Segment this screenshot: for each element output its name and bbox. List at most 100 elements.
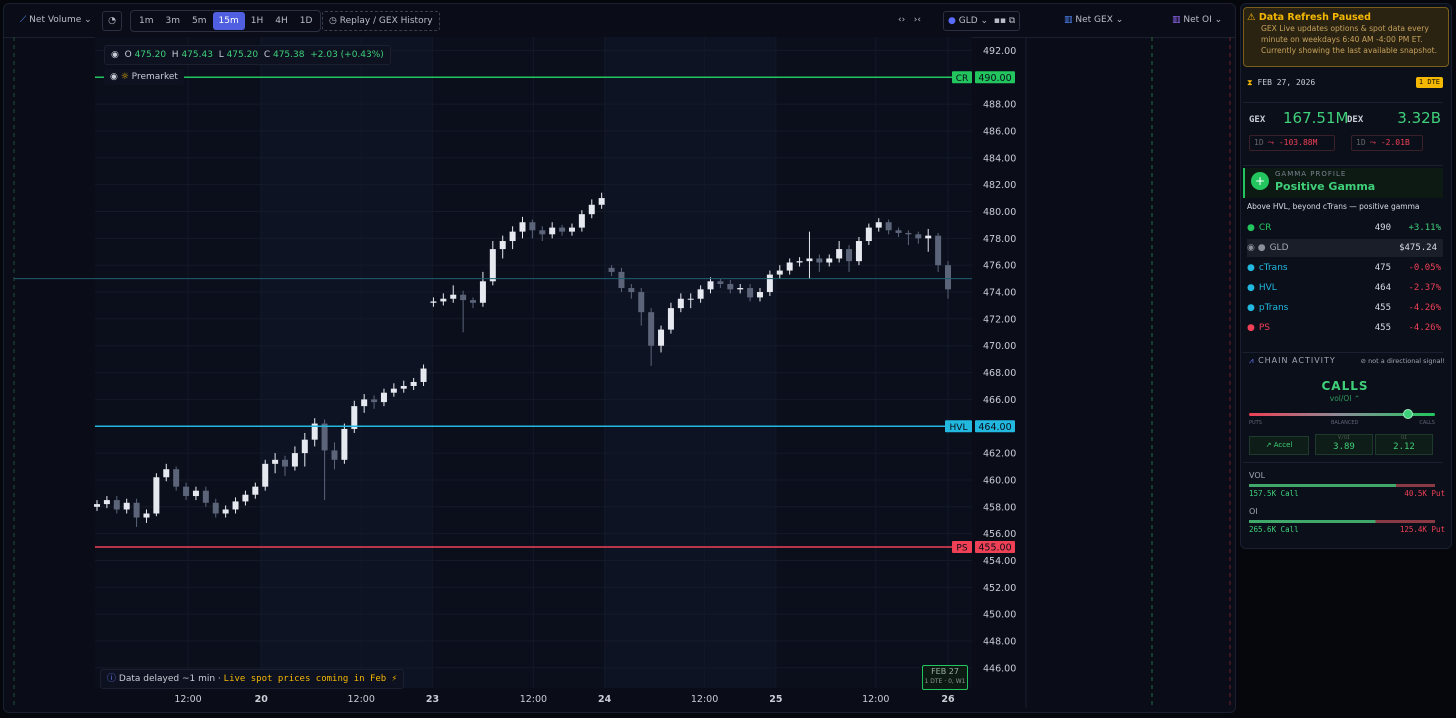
- row-change: -0.05%: [1408, 263, 1441, 273]
- chain-note-text: not a directional signal!: [1368, 357, 1445, 365]
- candle-body: [331, 450, 338, 460]
- candle-body: [173, 469, 180, 487]
- level-name: PS: [956, 544, 967, 554]
- date: FEB 27, 2026: [1257, 78, 1316, 87]
- candle-body: [846, 249, 853, 262]
- candle-body: [430, 301, 437, 303]
- candle-body: [568, 227, 575, 232]
- candle-body: [935, 235, 942, 266]
- x-tick-label: 12:00: [348, 694, 375, 705]
- candle-body: [925, 235, 932, 239]
- replay-button[interactable]: ◷ Replay / GEX History: [322, 11, 440, 31]
- y-tick-label: 466.00: [983, 395, 1016, 406]
- y-tick-label: 482.00: [983, 180, 1016, 191]
- indicator-select[interactable]: ⟋ Net Volume ⌄: [20, 15, 92, 25]
- candle-body: [885, 222, 892, 231]
- close-value: 475.38: [272, 50, 305, 60]
- candle-body: [479, 281, 486, 303]
- candle-body: [420, 368, 427, 382]
- nav-button[interactable]: ‹› ›‹: [898, 15, 921, 25]
- chain-note: ⊘ not a directional signal!: [1360, 357, 1445, 365]
- candle-body: [371, 399, 378, 403]
- x-tick-label: 26: [941, 694, 955, 705]
- timeframe-button[interactable]: 4H: [275, 16, 288, 26]
- candle-body: [578, 214, 585, 228]
- row-strike: 455: [1374, 323, 1391, 333]
- timeframe-button[interactable]: 15m: [212, 12, 245, 30]
- scale-mid: BALANCED: [1331, 420, 1359, 426]
- timeframe-button[interactable]: 5m: [192, 16, 207, 26]
- oi-bar: [1249, 520, 1435, 523]
- expiry-label: FEB 27: [931, 667, 959, 676]
- timeframe-button[interactable]: 1D: [299, 16, 313, 26]
- x-tick-label: 23: [426, 694, 439, 705]
- oi-label: OI: [1400, 435, 1408, 441]
- level-row: ◉ ● GLD $475.24: [1247, 239, 1443, 257]
- x-tick-label: 20: [255, 694, 269, 705]
- candle-body: [499, 241, 506, 250]
- row-strike: 464: [1374, 283, 1391, 293]
- candle-body: [380, 392, 387, 403]
- candle-body: [836, 249, 843, 259]
- level-name: HVL: [950, 423, 968, 433]
- level-tag: [952, 541, 972, 554]
- candle-body: [648, 312, 655, 346]
- chart: CR 490.00 HVL 464.00 PS 455.00 446.00 448.00 45…: [13, 37, 1231, 708]
- notice-text: Live spot prices coming in Feb ⚡: [223, 674, 398, 684]
- candle-body: [598, 198, 605, 205]
- level-row: ● HVL 464 -2.37%: [1247, 279, 1443, 297]
- level-row: ● CR 490 +3.11%: [1247, 219, 1443, 237]
- oi-call: 265.6K Call: [1249, 525, 1299, 534]
- palette-button[interactable]: ◔: [102, 11, 122, 31]
- symbol-label: GLD: [958, 16, 978, 26]
- candle-body: [539, 230, 546, 235]
- eye-icon[interactable]: ◉: [111, 50, 119, 60]
- candle-body: [470, 300, 477, 303]
- vol-bar: [1249, 484, 1435, 487]
- signal-marker: [1403, 409, 1413, 419]
- candle-body: [796, 261, 803, 263]
- candle-body: [301, 439, 308, 454]
- level-row: ● PS 455 -4.26%: [1247, 319, 1443, 337]
- gex-dex: GEX 167.51M 1D ⤳ -103.88M DEX 3.32B 1D ⤳ -…: [1243, 102, 1443, 166]
- y-tick-label: 468.00: [983, 368, 1016, 379]
- candle-body: [291, 453, 298, 467]
- candle-body: [163, 469, 170, 478]
- y-tick-label: 450.00: [983, 610, 1016, 621]
- y-tick-label: 446.00: [983, 663, 1016, 674]
- premarket-toggle[interactable]: ◉ ☼ Premarket: [104, 69, 184, 85]
- symbol-select[interactable]: ● GLD ⌄ ▪▪ ⧉: [943, 11, 1021, 31]
- row-strike: $475.24: [1399, 243, 1437, 253]
- voi-box: V/OI 3.89: [1315, 434, 1373, 455]
- dte-badge: 1 DTE: [1415, 77, 1443, 88]
- accel-button[interactable]: ↗ Accel: [1249, 436, 1309, 455]
- candle-body: [212, 502, 219, 514]
- candle-body: [588, 204, 595, 215]
- net-oi-select[interactable]: ▥ Net OI ⌄: [1172, 15, 1223, 25]
- candle-body: [865, 227, 872, 242]
- candle-body: [776, 270, 783, 275]
- timeframe-button[interactable]: 1H: [250, 16, 264, 26]
- level-row: ● pTrans 455 -4.26%: [1247, 299, 1443, 317]
- session-band: [605, 37, 776, 688]
- alert-box: ⚠ Data Refresh Paused GEX Live updates o…: [1243, 7, 1449, 67]
- row-dot: ●: [1247, 263, 1255, 273]
- candle-body: [658, 329, 665, 346]
- candle-body: [460, 294, 467, 301]
- candle-body: [509, 231, 516, 242]
- accel-label: Accel: [1273, 441, 1293, 449]
- candle-body: [608, 267, 615, 272]
- candle-body: [667, 308, 674, 330]
- timeframe-button[interactable]: 1m: [139, 16, 154, 26]
- y-tick-label: 488.00: [983, 100, 1016, 111]
- y-tick-label: 460.00: [983, 475, 1016, 486]
- timeframe-button[interactable]: 3m: [165, 16, 181, 26]
- candle-body: [489, 249, 496, 282]
- net-gex-select[interactable]: ▥ Net GEX ⌄: [1064, 15, 1124, 25]
- expiry-badge: FEB 27 1 DTE · 0, W1: [922, 665, 968, 690]
- side-panel: ⚠ Data Refresh Paused GEX Live updates o…: [1240, 3, 1452, 549]
- y-tick-label: 476.00: [983, 261, 1016, 272]
- level-price: 455.00: [978, 543, 1011, 554]
- net-oi-label: Net OI: [1183, 15, 1212, 25]
- axes: 446.00 448.00 450.00 452.00 454.00 456.00 458.…: [174, 46, 1016, 705]
